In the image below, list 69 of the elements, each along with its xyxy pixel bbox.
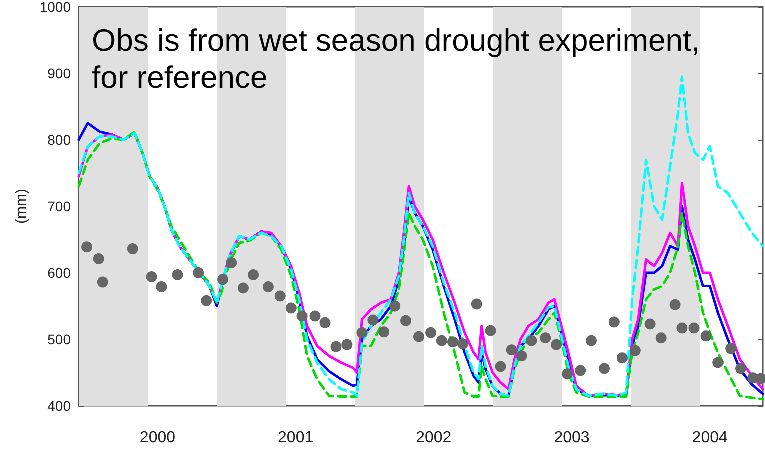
point [156,281,168,292]
point [378,326,390,338]
y-tick-label: 800 [48,132,72,148]
point [471,298,482,310]
point [238,282,249,294]
point [172,270,184,280]
point [676,322,688,334]
point [598,363,610,374]
point [506,344,518,356]
point [274,290,286,302]
point [670,299,681,310]
y-tick-label: 500 [48,332,72,348]
point [93,254,104,265]
x-tick-label: 2002 [416,430,452,446]
point [540,332,552,344]
y-tick-label: 400 [48,398,72,414]
point [426,327,437,338]
y-tick-label: 600 [48,265,72,281]
point [226,258,238,269]
point [342,339,353,350]
y-tick-label: 1000 [40,0,72,15]
point [356,327,368,338]
point [248,270,260,280]
point [262,281,274,292]
point [320,317,331,328]
x-tick-label: 2000 [140,430,176,446]
point [656,332,667,344]
point [400,315,412,326]
point [700,330,712,342]
point [562,368,574,380]
point [390,300,401,312]
y-tick-label: 900 [48,66,72,82]
point [644,318,656,330]
y-tick-label: 700 [48,198,72,214]
point [516,350,528,362]
point [726,343,737,354]
point [712,357,724,368]
point [485,325,496,336]
point [575,365,586,376]
point [296,310,308,322]
x-tick-label: 2004 [692,430,728,446]
point [447,336,458,348]
point [368,314,379,326]
x-tick-label: 2001 [278,430,314,446]
point [526,335,538,346]
point [586,335,597,346]
point [97,276,108,288]
point [193,268,204,278]
point [201,295,212,306]
point [330,341,342,352]
point [127,244,138,255]
point [616,352,628,364]
point [82,242,93,253]
point [286,302,297,314]
point [736,363,747,374]
point [608,316,620,328]
point [414,331,424,342]
point [218,274,229,286]
point [495,361,506,372]
point [630,345,641,356]
y-axis-title: (mm) [12,189,30,224]
point [551,339,562,350]
point [436,335,448,346]
point [146,271,158,282]
point [688,322,700,334]
point [310,310,321,322]
point [457,338,468,350]
annotation: Obs is from wet season drought experiment, for reference [92,23,709,95]
x-tick-label: 2003 [554,430,590,446]
